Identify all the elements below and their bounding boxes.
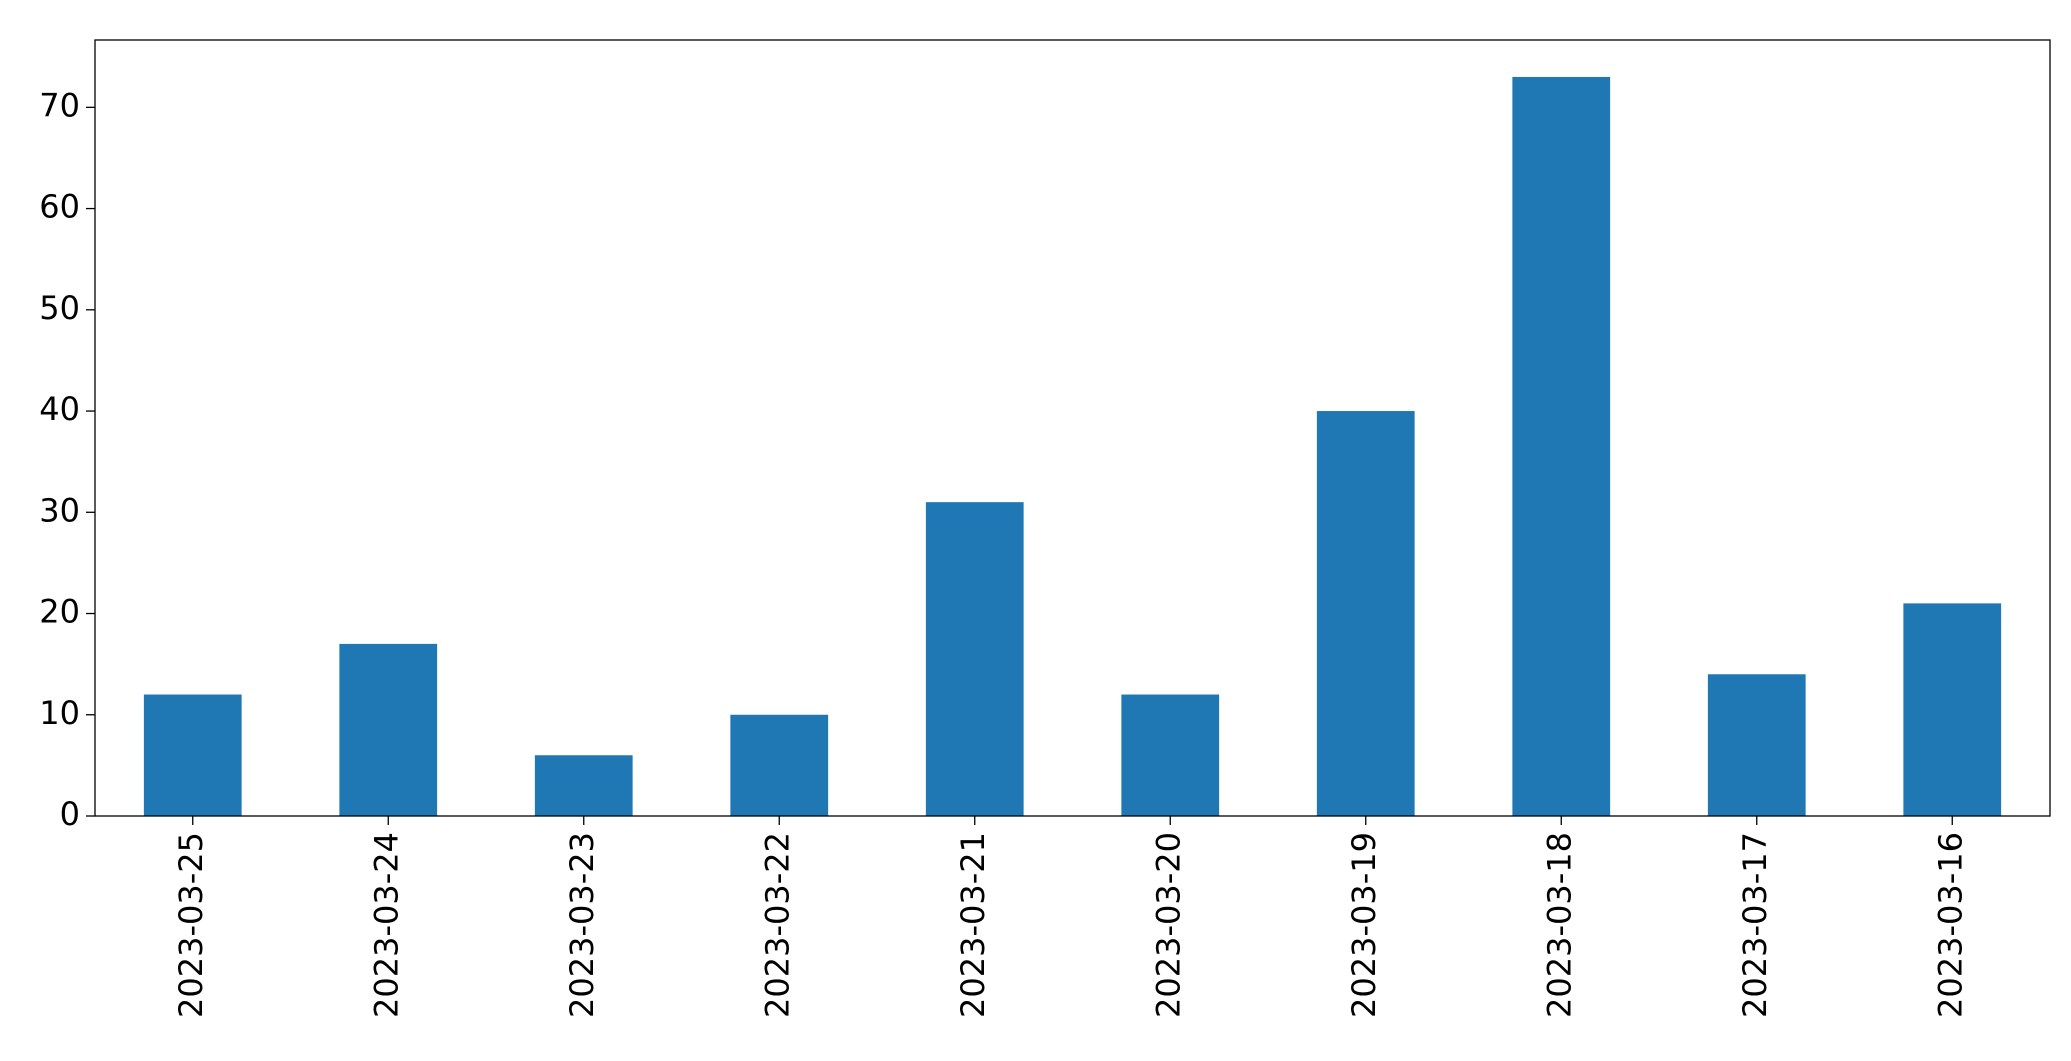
bar [534, 755, 633, 816]
y-tick-label: 10 [39, 694, 80, 732]
bar [1512, 76, 1611, 816]
x-tick-label: 2023-03-18 [1540, 832, 1578, 1018]
bar [1903, 603, 2002, 816]
bar [143, 694, 242, 816]
y-tick-label: 50 [39, 289, 80, 327]
x-tick-label: 2023-03-20 [1149, 832, 1187, 1018]
x-tick-label: 2023-03-22 [758, 832, 796, 1018]
y-tick-label: 20 [39, 593, 80, 631]
bar [1707, 674, 1806, 816]
x-tick-label: 2023-03-19 [1345, 832, 1383, 1018]
bar [339, 643, 438, 816]
y-tick-label: 0 [60, 795, 80, 833]
y-tick-label: 70 [39, 86, 80, 124]
bar [1121, 694, 1220, 816]
x-tick-label: 2023-03-21 [954, 832, 992, 1018]
x-tick-label: 2023-03-24 [367, 832, 405, 1018]
y-tick-label: 40 [39, 390, 80, 428]
x-tick-label: 2023-03-25 [172, 832, 210, 1018]
y-tick-label: 60 [39, 188, 80, 226]
bar [1316, 411, 1415, 816]
bar [730, 714, 829, 816]
x-tick-label: 2023-03-16 [1931, 832, 1969, 1018]
x-tick-label: 2023-03-23 [563, 832, 601, 1018]
bar [925, 502, 1024, 816]
plot-frame [94, 39, 2051, 817]
y-tick-label: 30 [39, 491, 80, 529]
x-tick-label: 2023-03-17 [1736, 832, 1774, 1018]
